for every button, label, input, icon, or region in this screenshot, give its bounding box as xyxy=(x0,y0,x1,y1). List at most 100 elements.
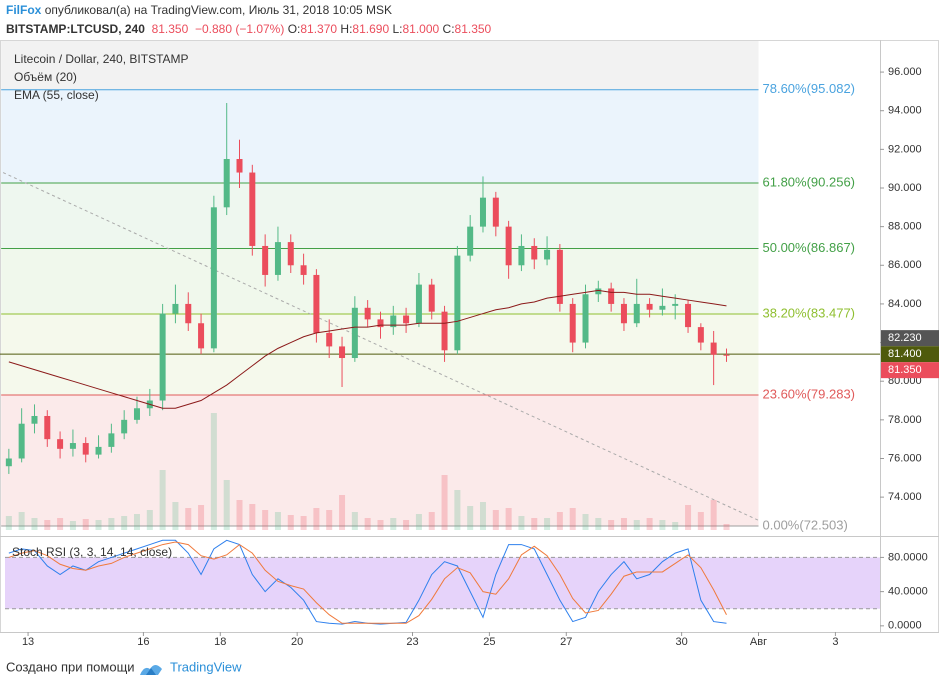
candle-body xyxy=(697,327,704,343)
candle-body xyxy=(646,303,653,310)
candle-body xyxy=(672,303,679,306)
fib-top-zone xyxy=(1,41,759,90)
volume-bar xyxy=(198,505,205,530)
volume-bar xyxy=(5,516,12,530)
author[interactable]: FilFox xyxy=(6,3,42,17)
volume-bar xyxy=(505,508,512,530)
candle-body xyxy=(300,265,307,275)
footer-brand[interactable]: TradingView xyxy=(170,659,242,674)
candle-body xyxy=(44,415,51,440)
candle-body xyxy=(5,458,12,467)
candle-body xyxy=(467,226,474,256)
candle-body xyxy=(659,305,666,310)
fib-zone xyxy=(1,395,759,527)
candle-body xyxy=(479,197,486,227)
candle-body xyxy=(492,197,499,227)
candle-body xyxy=(531,245,538,260)
trend-line xyxy=(2,172,759,521)
volume-bar xyxy=(492,510,499,530)
fib-label: 61.80%(90.256) xyxy=(763,174,856,189)
volume-bar xyxy=(633,520,640,530)
change: −0.880 (−1.07%) xyxy=(194,22,285,36)
candle-body xyxy=(403,315,410,324)
last: 81.350 xyxy=(151,22,189,36)
candle-body xyxy=(364,307,371,320)
ohlc-label: C: xyxy=(442,22,455,36)
candle-body xyxy=(326,332,333,347)
volume-bar xyxy=(672,522,679,530)
ohlc-label: L: xyxy=(392,22,403,36)
volume-bar xyxy=(569,508,576,530)
volume-bar xyxy=(646,518,653,530)
candle-body xyxy=(685,303,692,328)
volume-bar xyxy=(159,470,166,530)
volume-bar xyxy=(428,512,435,530)
ohlc-label: O: xyxy=(287,22,301,36)
y-tick-label: 90.000 xyxy=(888,182,922,194)
header-line1: FilFox опубликовал(а) на TradingView.com… xyxy=(6,3,392,17)
candle-body xyxy=(121,419,128,434)
stoch-tick-label: 80.0000 xyxy=(888,551,928,563)
ohlc-label: H: xyxy=(340,22,353,36)
candle-body xyxy=(710,342,717,355)
symbol: BITSTAMP:LTCUSD, 240 xyxy=(6,22,145,36)
candle-body xyxy=(223,159,230,208)
y-tick-label: 96.000 xyxy=(888,66,922,78)
candle-body xyxy=(415,284,422,324)
volume-bar xyxy=(415,514,422,530)
volume-bar xyxy=(95,520,102,530)
price-tag-label: 81.350 xyxy=(888,364,922,376)
candle-body xyxy=(351,307,358,359)
volume-bar xyxy=(390,518,397,530)
y-tick-label: 86.000 xyxy=(888,259,922,271)
y-tick-label: 88.000 xyxy=(888,221,922,233)
candle-body xyxy=(723,354,730,356)
fib-label: 0.00%(72.503) xyxy=(763,517,848,532)
footer-text: Создано при помощи xyxy=(6,659,135,674)
ohlc-value: 81.690 xyxy=(352,22,390,36)
volume-bar xyxy=(121,516,128,530)
candle-body xyxy=(108,433,115,447)
volume-bar xyxy=(364,518,371,530)
stoch-tick-label: 40.0000 xyxy=(888,586,928,598)
y-tick-label: 76.000 xyxy=(888,452,922,464)
label-layer: Litecoin / Dollar, 240, BITSTAMP Объём (… xyxy=(12,52,939,648)
volume-bar xyxy=(403,520,410,530)
volume-bar xyxy=(146,510,153,530)
candle-body xyxy=(57,439,64,449)
volume-bar xyxy=(582,514,589,530)
stoch-tick-label: 0.0000 xyxy=(888,620,922,632)
candle-body xyxy=(249,172,256,246)
x-tick-label: 27 xyxy=(560,636,572,648)
main-layer xyxy=(0,71,884,636)
candle-body xyxy=(556,249,563,304)
volume-bar xyxy=(133,514,140,530)
volume-bar xyxy=(441,475,448,530)
candle-body xyxy=(18,423,25,459)
x-tick-label: 3 xyxy=(832,636,838,648)
fib-label: 50.00%(86.867) xyxy=(763,240,856,255)
volume-bar xyxy=(351,512,358,530)
volume-bar xyxy=(544,518,551,530)
volume-bar xyxy=(710,500,717,530)
candle-body xyxy=(339,346,346,359)
ohlc: O:81.370 H:81.690 L:81.000 C:81.350 xyxy=(288,22,492,36)
price-tag-label: 81.400 xyxy=(888,348,922,360)
background-layer xyxy=(1,41,880,610)
volume-bar xyxy=(454,490,461,530)
stoch-band xyxy=(5,557,880,609)
published: опубликовал(а) на TradingView.com, Июль … xyxy=(44,3,393,17)
volume-bar xyxy=(697,512,704,530)
x-tick-label: 25 xyxy=(483,636,495,648)
y-tick-label: 74.000 xyxy=(888,491,922,503)
volume-bar xyxy=(262,510,269,530)
candle-body xyxy=(428,284,435,312)
candle-body xyxy=(287,242,294,266)
ema-line xyxy=(8,289,727,409)
volume-bar xyxy=(44,520,51,530)
volume-bar xyxy=(339,495,346,530)
price-tag-label: 82.230 xyxy=(888,332,922,344)
candle-body xyxy=(441,311,448,351)
